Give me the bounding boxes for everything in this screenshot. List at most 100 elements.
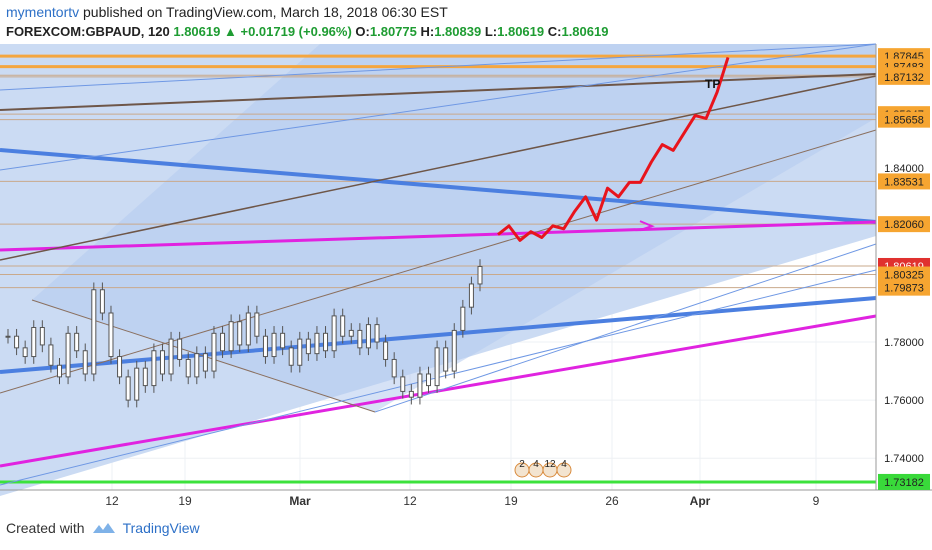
candle-body-55 (477, 266, 483, 285)
price-label-15: 1.73182 (884, 477, 924, 489)
up-arrow-icon: ▲ (223, 24, 237, 39)
magenta-upper-line (0, 220, 877, 252)
open-value: 1.80775 (369, 24, 417, 39)
candle-body-39 (340, 315, 346, 337)
candle-body-19 (168, 338, 174, 375)
time-axis[interactable]: 12 19 Mar 12 19 26 Apr 9 (105, 494, 819, 508)
author-link[interactable]: mymentortv (6, 4, 80, 20)
candle-body-32 (280, 332, 286, 349)
price-label-3: 1.87132 (884, 72, 924, 84)
magenta-arrow-icon (639, 220, 655, 232)
tp-annotation: TP (705, 77, 720, 91)
candle-body-50 (434, 347, 440, 387)
event-flag-icon-3 (556, 462, 572, 478)
candlesticks (5, 259, 483, 408)
price-label-box-8 (878, 216, 930, 233)
candle-body-4 (39, 327, 45, 346)
price-label-box-7 (878, 173, 930, 190)
price-label-12: 1.78000 (884, 337, 924, 349)
tradingview-link[interactable]: TradingView (122, 520, 200, 536)
price-change: +0.01719 (+0.96%) (240, 24, 352, 39)
candle-body-16 (142, 367, 148, 387)
candle-body-33 (288, 347, 294, 366)
event-count-1: 4 (533, 459, 539, 470)
thin-blue-line-4 (0, 43, 877, 171)
candle-body-11 (99, 289, 105, 314)
resistance-line (0, 148, 877, 224)
candle-body-27 (237, 321, 243, 346)
price-axis[interactable]: 1.878451.874831.871891.871321.858471.856… (878, 48, 930, 490)
candle-body-5 (48, 344, 54, 366)
time-label-1: 19 (178, 494, 192, 508)
candle-body-15 (134, 367, 140, 401)
candle-body-2 (22, 347, 28, 358)
low-value: 1.80619 (497, 24, 545, 39)
time-label-6: Apr (690, 494, 711, 508)
brown-lower-line (0, 129, 877, 394)
high-value: 1.80839 (434, 24, 482, 39)
candle-body-3 (31, 327, 37, 358)
candle-body-0 (5, 335, 11, 338)
candle-body-18 (159, 350, 165, 375)
candle-body-48 (417, 373, 423, 398)
forecast-line (497, 57, 730, 242)
event-icons[interactable]: 2 4 12 4 (514, 459, 572, 478)
candle-body-31 (271, 332, 277, 358)
price-label-box-15 (878, 473, 930, 490)
tradingview-logo-icon (92, 523, 115, 533)
forecast-path (497, 57, 730, 242)
candle-body-53 (460, 306, 466, 331)
candle-body-36 (314, 332, 320, 355)
low-label: L: (484, 24, 498, 39)
high-label: H: (420, 24, 435, 39)
thin-blue-line-3 (0, 43, 877, 91)
candle-body-23 (202, 353, 208, 372)
candle-body-22 (194, 353, 200, 378)
price-label-14: 1.74000 (884, 453, 924, 465)
time-label-3: 12 (403, 494, 417, 508)
candle-body-24 (211, 332, 217, 372)
candle-body-51 (443, 347, 449, 372)
price-label-box-3 (878, 68, 930, 85)
candle-body-13 (117, 356, 123, 378)
candle-body-25 (220, 332, 226, 352)
event-count-3: 4 (561, 459, 567, 470)
published-text: published on TradingView.com, March 18, … (83, 4, 448, 20)
candle-body-42 (365, 324, 371, 349)
candle-body-52 (451, 329, 457, 372)
footer: Created with TradingView (6, 520, 200, 536)
price-label-box-5 (878, 111, 930, 128)
close-label: C: (547, 24, 562, 39)
candle-body-34 (297, 338, 303, 366)
price-label-box-11 (878, 279, 930, 296)
candle-body-41 (357, 329, 363, 349)
candle-body-1 (14, 335, 20, 349)
candle-body-30 (262, 335, 268, 358)
open-label: O: (355, 24, 370, 39)
candle-body-20 (177, 338, 183, 360)
publish-line: mymentortv published on TradingView.com,… (6, 4, 448, 20)
created-with-text: Created with (6, 520, 85, 536)
close-value: 1.80619 (561, 24, 609, 39)
time-label-7: 9 (813, 494, 820, 508)
candle-body-35 (305, 338, 311, 355)
time-label-4: 19 (504, 494, 518, 508)
event-count-2: 12 (544, 459, 556, 470)
brown-mid-line (0, 75, 877, 261)
symbol: FOREXCOM:GBPAUD, 120 (6, 24, 170, 39)
price-label-8: 1.82060 (884, 219, 924, 231)
candle-body-7 (65, 332, 71, 378)
candle-body-17 (151, 350, 157, 387)
support-line (0, 296, 877, 374)
candle-body-8 (74, 332, 80, 352)
brown-upper-line (0, 73, 877, 111)
price-label-box-10 (878, 266, 930, 283)
candle-body-12 (108, 312, 114, 358)
candle-body-14 (125, 376, 131, 401)
candle-body-6 (56, 364, 62, 378)
price-label-11: 1.79873 (884, 283, 924, 295)
candle-body-44 (383, 341, 389, 360)
candle-body-9 (82, 350, 88, 375)
candle-body-43 (374, 324, 380, 343)
